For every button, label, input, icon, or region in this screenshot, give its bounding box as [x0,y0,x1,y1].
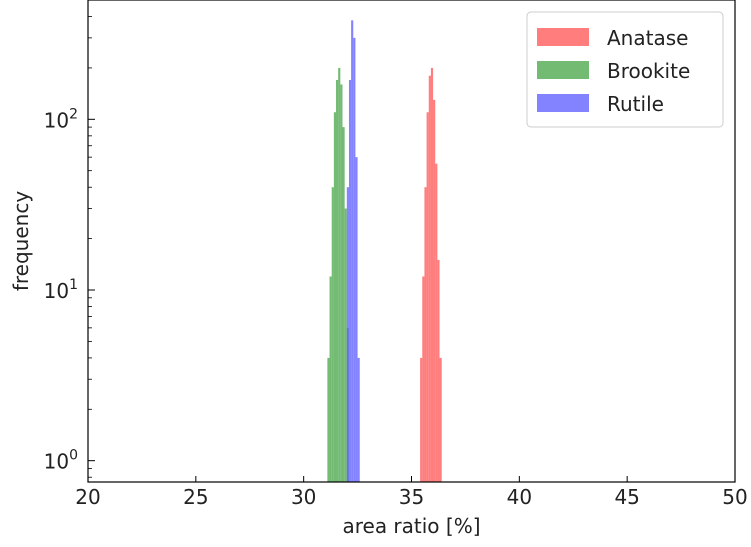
x-tick-label: 30 [291,485,316,509]
anatase-bar [424,187,427,482]
x-tick-label: 50 [722,485,747,509]
legend-swatch-brookite [537,61,589,79]
anatase-bar [435,163,438,482]
y-tick-label: 101 [44,277,78,303]
x-tick-label: 20 [75,485,100,509]
rutile-bar [353,37,356,483]
legend-label-anatase: Anatase [607,26,688,50]
y-axis: 100 101 102 [44,16,95,478]
bars-layer [327,20,442,483]
anatase-bar [437,259,440,482]
rutile-bar [355,157,358,482]
x-tick-label: 45 [614,485,639,509]
brookite-bar [331,187,334,482]
rutile-bar [357,357,360,482]
y-tick-label: 100 [44,448,78,474]
rutile-bar [346,187,349,482]
legend-swatch-rutile [537,94,589,112]
anatase-bar [420,357,423,482]
brookite-bar [327,357,330,482]
brookite-bar [329,276,332,482]
brookite-bar [336,79,339,482]
legend-label-rutile: Rutile [607,92,664,116]
legend-swatch-anatase [537,28,589,46]
anatase-bar [433,99,436,483]
x-tick-label: 35 [399,485,424,509]
x-axis: 20 25 30 35 40 45 50 [75,476,748,509]
y-axis-title: frequency [9,191,33,291]
rutile-bar [351,20,354,482]
brookite-bar [340,84,343,482]
brookite-bar [338,67,341,483]
anatase-bar [426,112,429,483]
rutile-bar [348,79,352,482]
anatase-bar [422,276,425,482]
legend-label-brookite: Brookite [607,59,690,83]
brookite-bar [344,208,347,482]
brookite-bar [333,112,337,483]
x-tick-label: 40 [507,485,532,509]
brookite-bar [342,127,345,483]
y-tick-label: 102 [44,106,78,132]
anatase-bar [439,357,442,482]
x-tick-label: 25 [183,485,208,509]
anatase-bar [428,75,431,482]
legend: Anatase Brookite Rutile [526,11,724,128]
x-axis-title: area ratio [%] [342,514,480,538]
anatase-bar [430,67,434,483]
